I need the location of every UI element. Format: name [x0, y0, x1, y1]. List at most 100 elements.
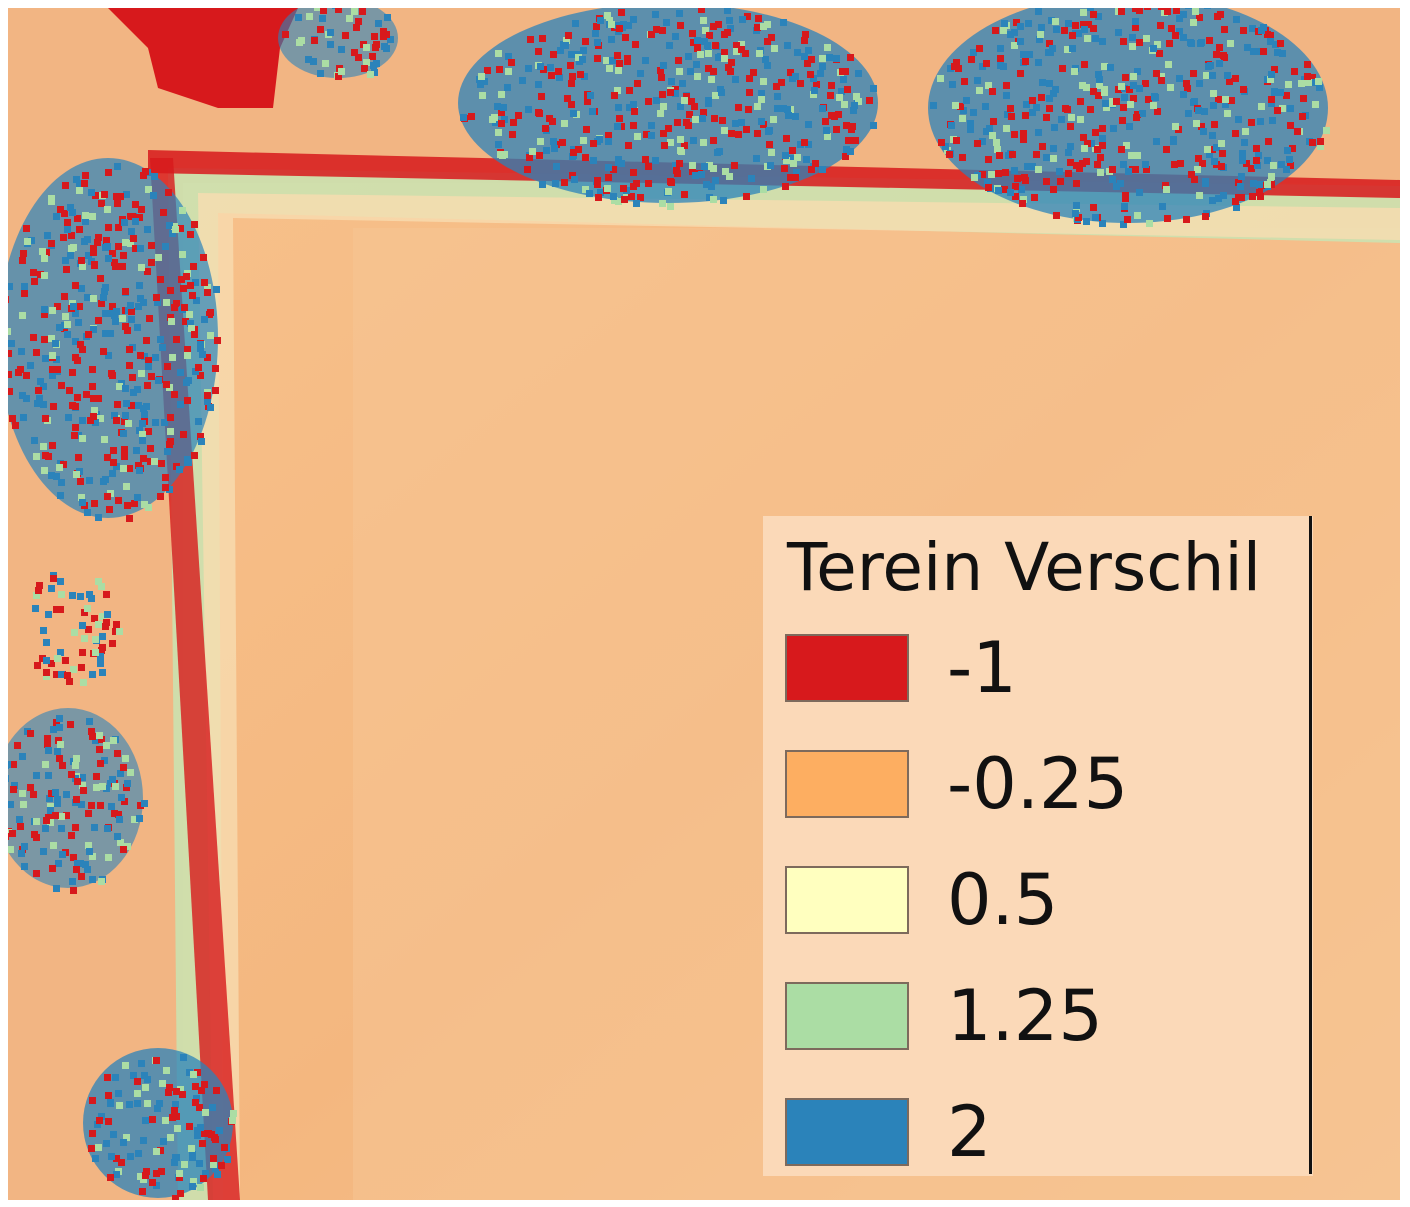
pixel-noise [8, 8, 1330, 1200]
noise-pixel [484, 67, 491, 74]
noise-pixel [88, 1145, 95, 1152]
noise-pixel [1238, 194, 1245, 201]
noise-pixel [1110, 125, 1117, 132]
noise-pixel [184, 456, 191, 463]
noise-pixel [700, 17, 707, 24]
noise-pixel [616, 60, 623, 67]
noise-pixel [31, 437, 38, 444]
legend-item: -0.25 [785, 743, 1285, 825]
noise-pixel [659, 91, 666, 98]
noise-pixel [1180, 91, 1187, 98]
noise-pixel [198, 438, 205, 445]
noise-pixel [676, 160, 683, 167]
noise-pixel [20, 250, 27, 257]
noise-pixel [69, 369, 76, 376]
noise-pixel [136, 467, 143, 474]
noise-pixel [1171, 161, 1178, 168]
noise-pixel [754, 24, 761, 31]
noise-pixel [611, 92, 618, 99]
noise-pixel [1133, 114, 1140, 121]
noise-pixel [710, 165, 717, 172]
noise-pixel [538, 93, 545, 100]
noise-pixel [99, 633, 106, 640]
noise-pixel [1256, 189, 1263, 196]
noise-pixel [322, 60, 329, 67]
noise-pixel [547, 64, 554, 71]
noise-pixel [632, 41, 639, 48]
noise-pixel [164, 448, 171, 455]
noise-pixel [594, 181, 601, 188]
noise-pixel [86, 477, 93, 484]
noise-pixel [1130, 73, 1137, 80]
noise-pixel [1095, 71, 1102, 78]
noise-pixel [106, 506, 113, 513]
noise-pixel [1084, 35, 1091, 42]
noise-pixel [1159, 203, 1166, 210]
noise-pixel [1249, 25, 1256, 32]
legend-item: 1.25 [785, 975, 1285, 1057]
noise-pixel [1057, 178, 1064, 185]
noise-pixel [556, 74, 563, 81]
noise-pixel [961, 78, 968, 85]
noise-pixel [951, 63, 958, 70]
noise-pixel [320, 8, 327, 14]
noise-pixel [677, 103, 684, 110]
noise-pixel [370, 62, 377, 69]
noise-pixel [136, 282, 143, 289]
noise-pixel [295, 14, 302, 21]
noise-pixel [1274, 107, 1281, 114]
noise-pixel [1154, 108, 1161, 115]
noise-pixel [28, 237, 35, 244]
noise-pixel [1003, 125, 1010, 132]
noise-pixel [841, 101, 848, 108]
noise-pixel [847, 54, 854, 61]
noise-pixel [109, 776, 116, 783]
noise-pixel [30, 269, 37, 276]
noise-pixel [555, 68, 562, 75]
noise-pixel [1151, 93, 1158, 100]
noise-pixel [561, 179, 568, 186]
noise-pixel [616, 115, 623, 122]
noise-pixel [8, 328, 11, 335]
noise-pixel [45, 453, 52, 460]
noise-pixel [8, 801, 14, 808]
noise-pixel [1227, 40, 1234, 47]
noise-pixel [1210, 102, 1217, 109]
noise-pixel [960, 107, 967, 114]
noise-pixel [120, 465, 127, 472]
noise-pixel [668, 78, 675, 85]
noise-pixel [1064, 46, 1071, 53]
noise-pixel [97, 275, 104, 282]
noise-pixel [1257, 193, 1264, 200]
noise-pixel [33, 453, 40, 460]
noise-pixel [1162, 182, 1169, 189]
noise-pixel [605, 132, 612, 139]
noise-pixel [43, 817, 50, 824]
noise-pixel [1130, 82, 1137, 89]
noise-pixel [140, 455, 147, 462]
noise-pixel [204, 284, 211, 291]
noise-pixel [75, 432, 82, 439]
noise-pixel [1209, 132, 1216, 139]
noise-pixel [45, 611, 52, 618]
noise-pixel [57, 741, 64, 748]
noise-pixel [143, 337, 150, 344]
noise-pixel [1046, 80, 1053, 87]
noise-pixel [104, 243, 111, 250]
noise-pixel [793, 169, 800, 176]
noise-pixel [121, 219, 128, 226]
noise-pixel [8, 371, 12, 378]
noise-pixel [938, 139, 945, 146]
noise-pixel [1198, 123, 1205, 130]
noise-pixel [74, 778, 81, 785]
noise-pixel [817, 70, 824, 77]
noise-pixel [75, 454, 82, 461]
noise-pixel [8, 340, 15, 347]
noise-pixel [121, 798, 128, 805]
noise-pixel [726, 17, 733, 24]
noise-pixel [766, 141, 773, 148]
noise-pixel [137, 295, 144, 302]
elevation-difference-map[interactable]: Terein Verschil -1 -0.25 0.5 1.25 2 [8, 8, 1400, 1200]
noise-pixel [115, 1090, 122, 1097]
noise-pixel [727, 68, 734, 75]
